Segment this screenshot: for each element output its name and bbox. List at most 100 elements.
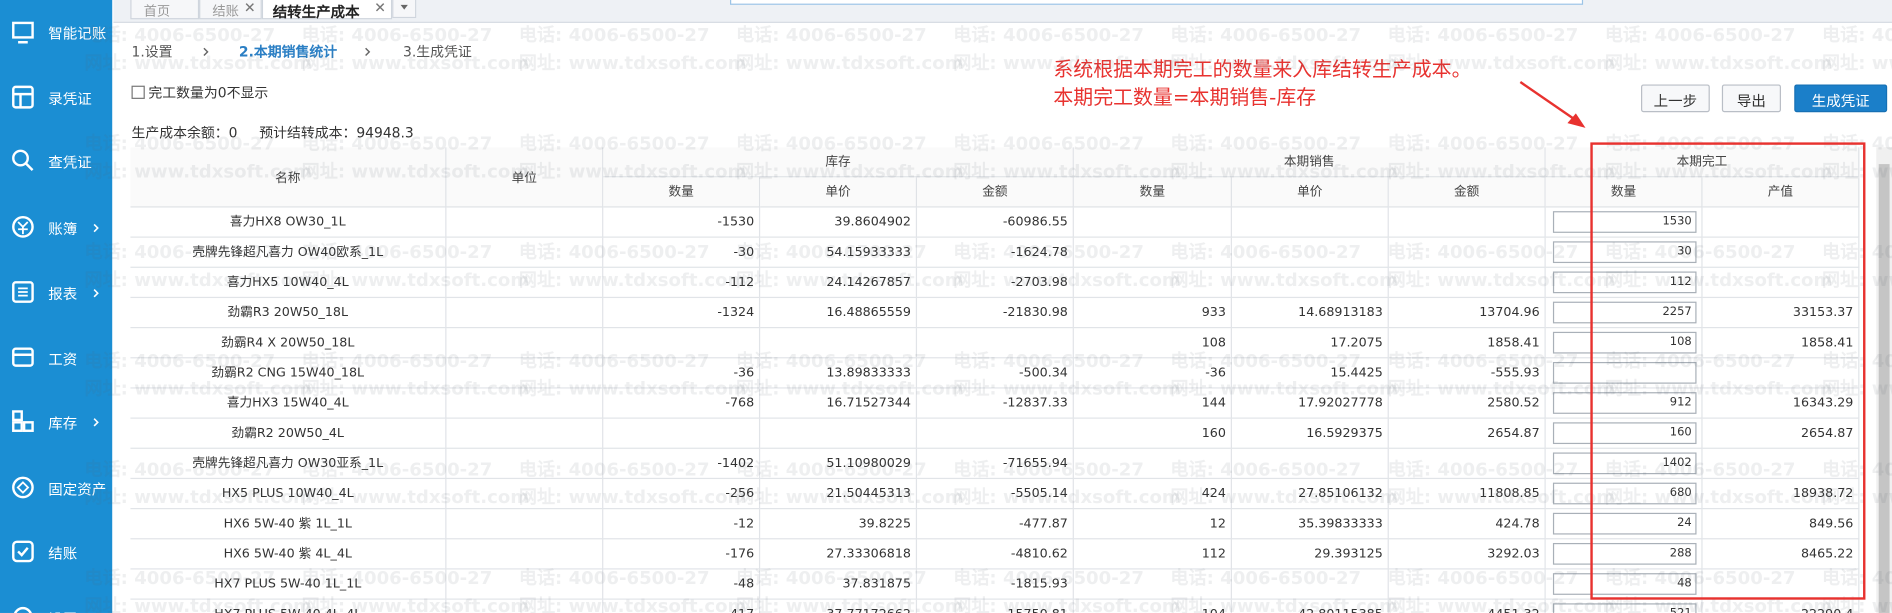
table-cell [1231, 569, 1389, 600]
quantity-input[interactable]: 30 [1552, 241, 1697, 264]
quantity-input[interactable]: 112 [1552, 271, 1697, 294]
table-cell[interactable] [1545, 358, 1703, 389]
table-cell[interactable]: 2257 [1545, 298, 1703, 329]
checkbox[interactable] [131, 85, 145, 99]
quantity-input[interactable] [1552, 361, 1697, 384]
table-cell: 1858.41 [1702, 328, 1860, 359]
table-cell: 24.14267857 [760, 267, 918, 299]
quantity-input[interactable]: 24 [1552, 512, 1697, 535]
sidebar-item[interactable]: 工资 [0, 340, 112, 376]
step[interactable]: 1.设置 [131, 43, 173, 61]
table-cell[interactable]: 680 [1545, 479, 1703, 510]
table-cell[interactable]: 1402 [1545, 448, 1703, 480]
quantity-input[interactable]: 48 [1552, 573, 1697, 595]
table-cell [446, 267, 604, 299]
quantity-input[interactable]: 1402 [1552, 452, 1697, 475]
table-cell: 壳牌先锋超凡喜力 OW30亚系_1L [130, 448, 447, 480]
table-cell[interactable]: 112 [1545, 267, 1703, 299]
quantity-input[interactable]: 108 [1552, 331, 1697, 354]
table-cell[interactable]: 288 [1545, 539, 1703, 570]
table-cell [446, 207, 604, 238]
sub-header: 单价 [760, 177, 918, 208]
table-cell: 13704.96 [1388, 298, 1546, 329]
table-cell: -112 [603, 267, 761, 299]
header-group: 库存 [603, 147, 1074, 178]
step[interactable]: 2.本期销售统计 [238, 43, 338, 61]
table-cell: 39.8225 [760, 509, 918, 540]
table-cell [1702, 237, 1860, 268]
sidebar-icon [12, 476, 34, 499]
scrollbar[interactable] [1876, 147, 1892, 613]
button[interactable]: 生成凭证 [1794, 84, 1888, 113]
table-cell: -60986.55 [917, 207, 1074, 238]
table-cell [1702, 448, 1860, 480]
table-cell: 喜力HX5 10W40_4L [130, 267, 447, 299]
sidebar-item[interactable]: 智能记账 [0, 14, 112, 50]
table-cell [603, 328, 761, 359]
table-cell[interactable]: 160 [1545, 418, 1703, 449]
table-cell [1388, 207, 1546, 238]
step[interactable]: 3.生成凭证 [403, 43, 472, 61]
quantity-input[interactable]: 912 [1552, 392, 1697, 414]
table-cell: -36 [1073, 358, 1232, 389]
table-cell: -1530 [603, 207, 761, 238]
table-cell[interactable]: 912 [1545, 388, 1703, 419]
table-cell[interactable]: 30 [1545, 237, 1703, 268]
table-cell: 15.4425 [1231, 358, 1389, 389]
table-cell: 13.89833333 [760, 358, 918, 389]
table-cell [446, 479, 604, 510]
chevron [93, 223, 99, 233]
tab[interactable]: 首页 [130, 0, 200, 19]
quantity-input[interactable]: 680 [1552, 482, 1697, 505]
table-cell: 424 [1073, 479, 1232, 510]
quantity-input[interactable]: 521 [1552, 603, 1697, 613]
table-cell[interactable]: 1530 [1545, 207, 1703, 238]
table-cell [446, 539, 604, 570]
estimate: 94948.3 [356, 124, 414, 142]
table-cell[interactable]: 24 [1545, 509, 1703, 540]
table-cell [1073, 237, 1232, 268]
sidebar-label: 报表 [48, 285, 78, 303]
sidebar-item[interactable]: 固定资产 [0, 471, 112, 507]
table-cell[interactable]: 48 [1545, 569, 1703, 600]
table-cell [1073, 569, 1232, 600]
sidebar-item[interactable]: 库存 [0, 404, 112, 440]
table-cell: 17.92027778 [1231, 388, 1389, 419]
table-cell: 16.48865559 [760, 298, 918, 329]
table-cell [1073, 448, 1232, 480]
arrow-head [1567, 113, 1586, 128]
checkbox-row[interactable]: 完工数量为0不显示 [131, 83, 268, 102]
quantity-input[interactable]: 288 [1552, 542, 1697, 565]
tab[interactable]: 结转生产成本 [261, 0, 393, 21]
table-cell: 21.50445313 [760, 479, 918, 510]
sidebar-item[interactable]: 设置 [0, 600, 112, 613]
tab[interactable]: 结账 [199, 0, 262, 19]
button[interactable]: 上一步 [1641, 84, 1710, 113]
table-cell[interactable]: 521 [1546, 599, 1703, 613]
sidebar-item[interactable]: 报表 [0, 275, 112, 311]
table-cell[interactable]: 108 [1545, 328, 1703, 359]
quantity-input[interactable]: 2257 [1552, 301, 1697, 324]
sidebar-item[interactable]: 结账 [0, 535, 112, 571]
sidebar-label: 工资 [48, 351, 78, 369]
scrollbar-thumb[interactable] [1878, 164, 1890, 613]
table-cell: 160 [1073, 418, 1232, 449]
table-cell [1388, 448, 1546, 480]
table-cell: 劲霸R2 CNG 15W40_18L [130, 358, 447, 389]
sidebar-item[interactable]: 查凭证 [0, 144, 112, 180]
table-cell: -1324 [603, 298, 761, 329]
sidebar-item[interactable]: 录凭证 [0, 80, 112, 116]
summary: 生产成本余额：0 预计结转成本：94948.3 [132, 123, 414, 142]
chevron [93, 418, 99, 427]
button[interactable]: 导出 [1721, 84, 1781, 113]
quantity-input[interactable]: 160 [1552, 422, 1697, 445]
table-cell: -30 [603, 237, 761, 268]
table-cell: -500.34 [917, 358, 1074, 389]
header-group: 本期销售 [1073, 147, 1546, 178]
quantity-input[interactable]: 1530 [1552, 211, 1697, 233]
header-cell: 名称 [130, 147, 447, 208]
sidebar-item[interactable]: 账簿 [0, 210, 112, 246]
table-cell: 27.33306818 [760, 539, 918, 570]
sidebar-icon [12, 347, 34, 367]
tab-label: 结账 [212, 3, 239, 20]
